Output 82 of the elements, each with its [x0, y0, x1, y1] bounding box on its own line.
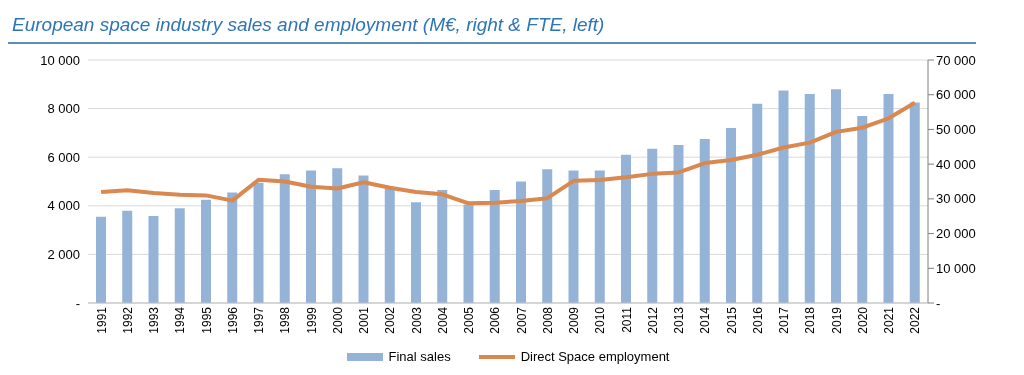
- bar: [673, 145, 684, 303]
- x-tick-label: 2020: [855, 306, 870, 334]
- legend-label: Final sales: [387, 349, 451, 364]
- x-tick-label: 2013: [672, 306, 687, 334]
- bar: [437, 190, 448, 303]
- x-tick-label: 1994: [173, 306, 188, 334]
- x-tick-label: 1996: [225, 306, 240, 334]
- bar: [699, 138, 710, 303]
- bar: [463, 204, 474, 303]
- x-tick-label: 1993: [147, 306, 162, 334]
- x-tick-label: 1992: [120, 306, 135, 334]
- x-tick-label: 2006: [488, 306, 503, 334]
- bar: [568, 170, 579, 303]
- x-tick-label: 2019: [829, 306, 844, 334]
- y2-tick-label: 20 000: [936, 226, 976, 242]
- y2-tick-label: 70 000: [936, 52, 976, 68]
- x-tick-label: 1991: [94, 306, 109, 334]
- x-tick-label: 2017: [777, 306, 792, 334]
- y-tick-label: 8 000: [47, 101, 80, 117]
- bar: [201, 199, 211, 303]
- bar: [489, 190, 500, 303]
- x-tick-label: 2021: [882, 306, 897, 334]
- x-tick-label: 2007: [514, 306, 529, 334]
- line-series: [99, 100, 917, 206]
- x-tick-label: 1999: [304, 306, 319, 334]
- bar: [909, 102, 920, 303]
- x-tick-label: 2015: [724, 306, 739, 334]
- x-tick-label: 2018: [803, 306, 818, 334]
- x-tick-label: 2016: [750, 306, 765, 334]
- bar: [174, 208, 185, 303]
- bar: [306, 170, 316, 303]
- y2-tick-label: 60 000: [936, 87, 976, 103]
- x-tick-label: 2003: [409, 306, 424, 334]
- x-tick-label: 1997: [252, 306, 267, 334]
- x-tick-label: 2005: [462, 306, 477, 334]
- x-tick-label: 2014: [698, 306, 713, 334]
- y2-tick-label: -: [936, 295, 941, 311]
- x-tick-label: 2008: [540, 306, 555, 334]
- bar: [594, 170, 605, 303]
- bar: [857, 115, 868, 303]
- y-tick-label: 6 000: [47, 149, 80, 165]
- y-tick-label: -: [75, 295, 80, 311]
- bar: [831, 89, 841, 303]
- bar: [122, 210, 133, 303]
- x-tick-label: 2010: [593, 306, 608, 334]
- bar: [726, 128, 736, 303]
- bar: [358, 175, 369, 303]
- bar: [332, 168, 343, 303]
- y2-tick-label: 10 000: [936, 260, 976, 276]
- x-tick-label: 2004: [435, 306, 450, 334]
- x-tick-label: 2011: [619, 306, 634, 333]
- bar: [516, 181, 526, 303]
- x-tick-label: 2000: [330, 306, 345, 334]
- bar: [96, 216, 106, 303]
- y2-tick-label: 30 000: [936, 191, 976, 207]
- x-tick-label: 1998: [278, 306, 293, 334]
- bar: [778, 90, 789, 303]
- bar: [253, 182, 264, 303]
- x-tick-label: 2002: [383, 306, 398, 334]
- bar: [384, 188, 395, 303]
- y-tick-label: 4 000: [47, 198, 80, 214]
- x-tick-label: 1995: [199, 306, 214, 334]
- x-tick-label: 2012: [645, 306, 660, 334]
- x-tick-label: 2009: [567, 306, 582, 334]
- bar: [647, 148, 658, 303]
- x-tick-label: 2001: [357, 306, 372, 334]
- bar: [542, 169, 553, 303]
- bar: [227, 192, 238, 303]
- legend-label: Direct Space employment: [519, 349, 670, 364]
- bar: [279, 174, 290, 303]
- x-tick-label: 2022: [908, 306, 923, 334]
- bar: [148, 216, 159, 303]
- y-tick-label: 10 000: [40, 52, 80, 68]
- bar: [621, 154, 631, 303]
- chart-title: European space industry sales and employment (M€, right & FTE, left): [8, 8, 976, 44]
- bar: [883, 94, 894, 303]
- y2-tick-label: 40 000: [936, 156, 976, 172]
- bar: [411, 202, 421, 303]
- y2-tick-label: 50 000: [936, 122, 976, 138]
- bar: [752, 103, 763, 303]
- bar: [804, 94, 815, 303]
- y-tick-label: 2 000: [47, 247, 80, 263]
